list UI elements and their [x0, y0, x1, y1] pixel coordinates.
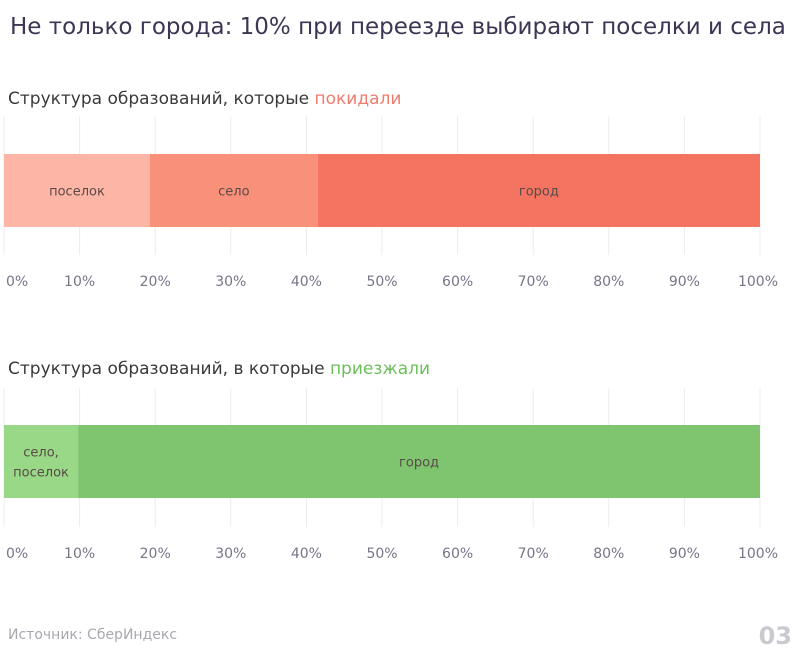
segment-label: село — [218, 185, 249, 200]
source-note: Источник: СберИндекс — [8, 627, 178, 643]
segment-label-line: поселок — [49, 185, 105, 200]
tick-label: 40% — [291, 546, 322, 562]
chart-title: Структура образований, которые покидали — [8, 89, 401, 109]
chart-title-highlight: покидали — [315, 89, 402, 109]
tick-label: 50% — [366, 274, 397, 290]
page-title: Не только города: 10% при переезде выбир… — [10, 14, 786, 40]
tick-label: 30% — [215, 546, 246, 562]
tick-label: 90% — [669, 274, 700, 290]
tick-label: 60% — [442, 546, 473, 562]
bar-segment — [4, 154, 150, 227]
chart-title-prefix: Структура образований, в которые — [8, 359, 330, 379]
segment-label: село, поселок — [13, 446, 69, 481]
tick-label: 100% — [738, 546, 778, 562]
segment-label-line: город — [519, 185, 559, 200]
tick-label: 100% — [738, 274, 778, 290]
tick-label: 40% — [291, 274, 322, 290]
tick-label: 50% — [366, 546, 397, 562]
tick-label: 80% — [593, 546, 624, 562]
bar-segment — [317, 154, 760, 227]
chart-2: Структура образований, в которые приезжа… — [3, 359, 778, 562]
tick-label: 30% — [215, 274, 246, 290]
bar-segment — [4, 425, 79, 498]
chart-title: Структура образований, в которые приезжа… — [8, 359, 430, 379]
tick-label: 0% — [6, 546, 28, 562]
tick-label: 70% — [518, 274, 549, 290]
tick-label: 0% — [6, 274, 28, 290]
tick-label: 70% — [518, 546, 549, 562]
tick-label: 10% — [64, 546, 95, 562]
segment-label-line: село — [218, 185, 249, 200]
segment-label-line: поселок — [13, 466, 69, 481]
page-number: 03 — [758, 622, 792, 650]
segment-label: поселок — [49, 185, 105, 200]
chart-title-prefix: Структура образований, которые — [8, 89, 315, 109]
segment-label-line: город — [399, 456, 439, 471]
segment-label: город — [519, 185, 559, 200]
tick-label: 10% — [64, 274, 95, 290]
tick-label: 20% — [140, 274, 171, 290]
segment-label-line: село, — [23, 446, 59, 461]
bar-segment — [149, 154, 318, 227]
bar-segment — [78, 425, 760, 498]
tick-label: 20% — [140, 546, 171, 562]
tick-label: 80% — [593, 274, 624, 290]
segment-label: город — [399, 456, 439, 471]
chart-title-highlight: приезжали — [330, 359, 430, 379]
chart-1: Структура образований, которые покидалип… — [3, 89, 778, 290]
tick-label: 60% — [442, 274, 473, 290]
tick-label: 90% — [669, 546, 700, 562]
